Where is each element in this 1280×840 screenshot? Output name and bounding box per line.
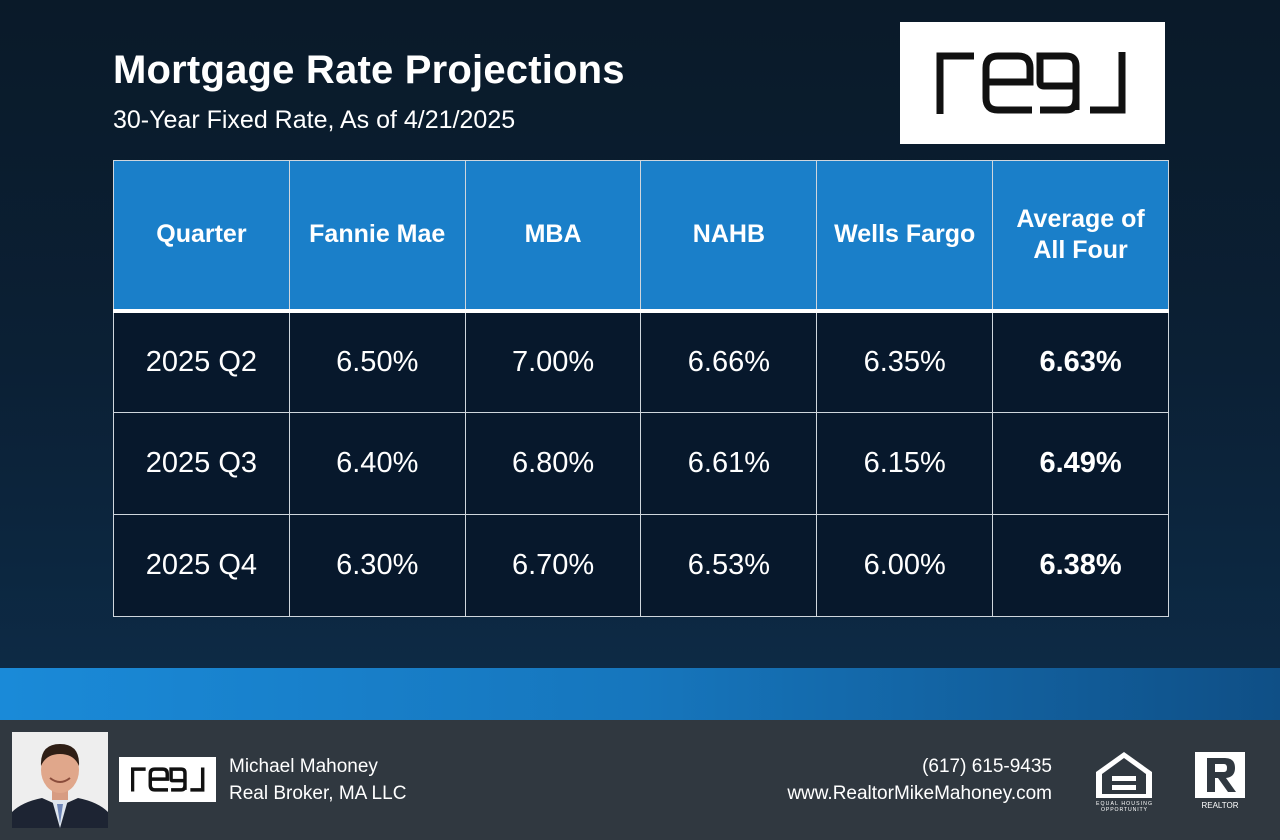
main-panel: Mortgage Rate Projections 30-Year Fixed … — [0, 0, 1280, 668]
cell-nahb: 6.61% — [640, 412, 818, 515]
cell-nahb: 6.53% — [640, 514, 818, 617]
svg-text:OPPORTUNITY: OPPORTUNITY — [1101, 807, 1148, 812]
cell-fannie-mae: 6.40% — [288, 412, 466, 515]
column-header-nahb: NAHB — [640, 160, 818, 311]
table-row: 2025 Q3 6.40% 6.80% 6.61% 6.15% 6.49% — [113, 412, 1169, 515]
cell-fannie-mae: 6.30% — [288, 514, 466, 617]
agent-name: Michael Mahoney — [229, 756, 378, 777]
page-title: Mortgage Rate Projections — [113, 48, 625, 92]
real-logo-small-icon — [131, 767, 205, 792]
table-row: 2025 Q2 6.50% 7.00% 6.66% 6.35% 6.63% — [113, 310, 1169, 413]
cell-mba: 7.00% — [464, 310, 642, 413]
rate-table: Quarter Fannie Mae MBA NAHB Wells Fargo … — [113, 160, 1169, 617]
footer: Michael Mahoney Real Broker, MA LLC (617… — [0, 720, 1280, 840]
agent-photo-icon — [12, 732, 108, 828]
cell-quarter: 2025 Q4 — [113, 514, 290, 617]
svg-text:EQUAL HOUSING: EQUAL HOUSING — [1096, 801, 1152, 807]
column-header-quarter: Quarter — [113, 160, 290, 311]
real-logo — [900, 22, 1165, 144]
real-logo-icon — [936, 52, 1126, 114]
cell-fannie-mae: 6.50% — [288, 310, 466, 413]
phone-number[interactable]: (617) 615-9435 — [922, 756, 1052, 777]
cell-nahb: 6.66% — [640, 310, 818, 413]
cell-mba: 6.80% — [464, 412, 642, 515]
table-row: 2025 Q4 6.30% 6.70% 6.53% 6.00% 6.38% — [113, 514, 1169, 617]
agent-photo — [12, 732, 108, 828]
cell-quarter: 2025 Q2 — [113, 310, 290, 413]
accent-band — [0, 668, 1280, 720]
cell-wells-fargo: 6.15% — [816, 412, 994, 515]
cell-wells-fargo: 6.35% — [816, 310, 994, 413]
column-header-mba: MBA — [464, 160, 642, 311]
cell-average: 6.63% — [992, 310, 1169, 413]
cell-average: 6.49% — [992, 412, 1169, 515]
table-header-row: Quarter Fannie Mae MBA NAHB Wells Fargo … — [113, 160, 1169, 311]
page-subtitle: 30-Year Fixed Rate, As of 4/21/2025 — [113, 106, 516, 134]
cell-mba: 6.70% — [464, 514, 642, 617]
column-header-fannie-mae: Fannie Mae — [288, 160, 466, 311]
column-header-wells-fargo: Wells Fargo — [816, 160, 994, 311]
real-logo-small — [119, 757, 216, 802]
cell-average: 6.38% — [992, 514, 1169, 617]
cell-wells-fargo: 6.00% — [816, 514, 994, 617]
column-header-average: Average of All Four — [992, 160, 1169, 311]
equal-housing-icon: EQUAL HOUSING OPPORTUNITY — [1096, 752, 1152, 812]
svg-text:REALTOR: REALTOR — [1201, 801, 1238, 810]
agent-company: Real Broker, MA LLC — [229, 783, 407, 804]
cell-quarter: 2025 Q3 — [113, 412, 290, 515]
website-link[interactable]: www.RealtorMikeMahoney.com — [787, 783, 1052, 804]
realtor-icon: REALTOR — [1195, 752, 1245, 810]
